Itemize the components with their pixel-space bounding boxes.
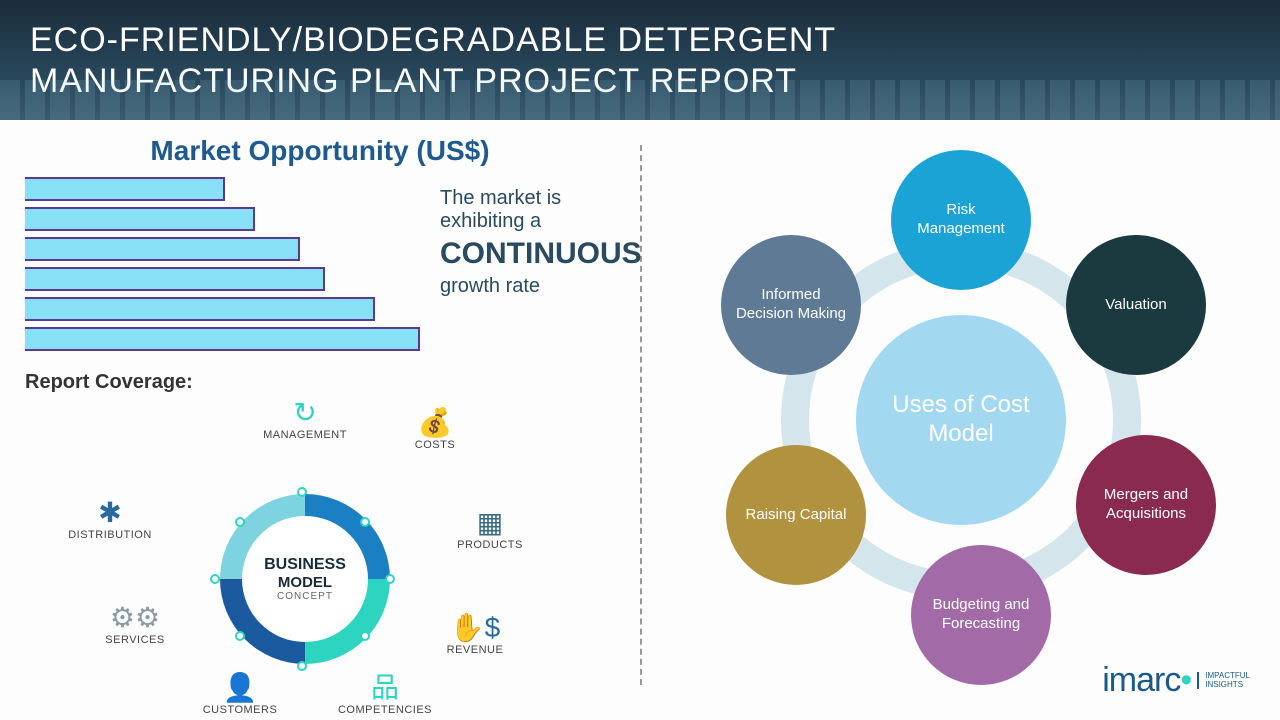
bm-item-competencies: 品 COMPETENCIES — [330, 674, 440, 716]
chart-bar — [25, 207, 255, 231]
chart-bar — [25, 237, 300, 261]
chart-bar — [25, 327, 420, 351]
bm-icon: ⚙⚙ — [80, 604, 190, 632]
ring-dot — [235, 517, 245, 527]
bm-icon: ✱ — [55, 499, 165, 527]
growth-line2: CONTINUOUS — [440, 237, 642, 271]
cost-node-budgeting-and-forecasting: Budgeting and Forecasting — [911, 545, 1051, 685]
bm-item-services: ⚙⚙ SERVICES — [80, 604, 190, 646]
chart-bar — [25, 177, 225, 201]
content-area: Market Opportunity (US$) The market is e… — [0, 120, 1280, 720]
bm-label: DISTRIBUTION — [55, 529, 165, 541]
bm-item-revenue: ✋$ REVENUE — [420, 614, 530, 656]
page-title: ECO-FRIENDLY/BIODEGRADABLE DETERGENT MAN… — [30, 20, 930, 102]
ring-dot — [360, 631, 370, 641]
logo-dot-icon: • — [1180, 661, 1191, 699]
ring-dot — [297, 661, 307, 671]
bm-item-products: ▦ PRODUCTS — [435, 509, 545, 551]
bar-chart — [25, 177, 420, 351]
business-model-diagram: BUSINESS MODEL CONCEPT ↻ MANAGEMENT 💰 COSTS… — [25, 399, 585, 719]
cost-node-risk-management: Risk Management — [891, 150, 1031, 290]
ring-dot — [210, 574, 220, 584]
cost-node-raising-capital: Raising Capital — [726, 445, 866, 585]
chart-bar — [25, 267, 325, 291]
bm-item-costs: 💰 COSTS — [380, 409, 490, 451]
chart-bar — [25, 297, 375, 321]
bm-label: COMPETENCIES — [330, 704, 440, 716]
logo-tagline: IMPACTFUL INSIGHTS — [1197, 672, 1250, 690]
growth-line3: growth rate — [440, 275, 642, 298]
bm-item-management: ↻ MANAGEMENT — [250, 399, 360, 441]
brand-logo: imarc• IMPACTFUL INSIGHTS — [1102, 661, 1250, 700]
bm-label: PRODUCTS — [435, 539, 545, 551]
growth-line1: The market is exhibiting a — [440, 187, 642, 233]
ring-dot — [235, 631, 245, 641]
ring-dot — [385, 574, 395, 584]
bm-icon: 👤 — [185, 674, 295, 702]
market-chart-row: The market is exhibiting a CONTINUOUS gr… — [25, 177, 615, 351]
bm-label: SERVICES — [80, 634, 190, 646]
bm-icon: 💰 — [380, 409, 490, 437]
cost-model-diagram: Uses of Cost Model Risk ManagementValuat… — [681, 140, 1241, 700]
bm-label: MANAGEMENT — [250, 429, 360, 441]
bm-label: CUSTOMERS — [185, 704, 295, 716]
coverage-label: Report Coverage: — [25, 371, 615, 394]
bm-item-distribution: ✱ DISTRIBUTION — [55, 499, 165, 541]
bm-icon: ↻ — [250, 399, 360, 427]
right-panel: Uses of Cost Model Risk ManagementValuat… — [642, 120, 1280, 720]
cost-node-valuation: Valuation — [1066, 235, 1206, 375]
cost-node-informed-decision-making: Informed Decision Making — [721, 235, 861, 375]
market-title: Market Opportunity (US$) — [25, 135, 615, 167]
bm-center-text: BUSINESS MODEL CONCEPT — [264, 556, 346, 602]
left-panel: Market Opportunity (US$) The market is e… — [0, 120, 640, 720]
bm-item-customers: 👤 CUSTOMERS — [185, 674, 295, 716]
logo-text: imarc• — [1102, 661, 1191, 700]
cost-node-mergers-and-acquisitions: Mergers and Acquisitions — [1076, 435, 1216, 575]
growth-text: The market is exhibiting a CONTINUOUS gr… — [440, 177, 642, 351]
ring-dot — [360, 517, 370, 527]
bm-icon: ✋$ — [420, 614, 530, 642]
bm-icon: ▦ — [435, 509, 545, 537]
bm-label: REVENUE — [420, 644, 530, 656]
ring-dot — [297, 487, 307, 497]
cost-model-center: Uses of Cost Model — [856, 315, 1066, 525]
header-banner: ECO-FRIENDLY/BIODEGRADABLE DETERGENT MAN… — [0, 0, 1280, 120]
bm-label: COSTS — [380, 439, 490, 451]
bm-icon: 品 — [330, 674, 440, 702]
